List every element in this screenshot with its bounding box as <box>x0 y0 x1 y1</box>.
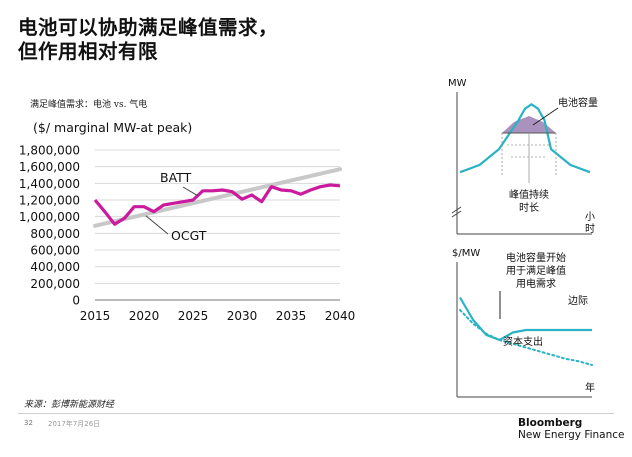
peak-duration-label: 峰值持续时长 <box>509 188 549 214</box>
x-tick-label: 2015 <box>80 309 111 323</box>
y-tick-label: 1,000,000 <box>19 210 80 224</box>
main-y-tick-labels: 1,800,000 1,600,000 1,400,000 1,200,000 1,00… <box>19 144 80 308</box>
battery-start-label: 电池容量开始用于满足峰值用电需求 <box>506 251 566 290</box>
slide-title: 电池可以协助满足峰值需求， 但作用相对有限 <box>18 16 278 64</box>
title-line-1: 电池可以协助满足峰值需求， <box>18 16 279 39</box>
demand-x-axis-label: 小时 <box>585 211 595 235</box>
capacity-pointer <box>532 107 559 126</box>
main-gridlines <box>95 149 340 284</box>
x-tick-label: 2035 <box>276 309 307 323</box>
x-tick-label: 2025 <box>178 309 209 323</box>
x-tick-label: 2040 <box>325 309 356 323</box>
demand-curve <box>459 103 591 174</box>
start-label-line: 用电需求 <box>516 277 556 290</box>
brand-line-1: Bloomberg <box>518 417 583 429</box>
chart-subtitle: 满足峰值需求：电池 vs. 气电 <box>30 100 148 110</box>
capex-curve <box>459 309 593 366</box>
y-tick-label: 400,000 <box>30 260 80 274</box>
x-tick-label: 2020 <box>129 309 160 323</box>
start-label-line: 用于满足峰值 <box>506 264 566 277</box>
footer-divider <box>18 413 614 414</box>
title-line-2: 但作用相对有限 <box>18 40 159 63</box>
peak-demand-schematic: MW 电池容量 峰值持续时长 小时 <box>448 78 598 235</box>
y-tick-label: 1,200,000 <box>19 194 80 208</box>
duration-label-line: 峰值持续 <box>509 188 549 201</box>
capex-label: 资本支出 <box>503 335 543 348</box>
battery-capacity-area <box>502 116 556 133</box>
x-tick-label: 2030 <box>227 309 258 323</box>
start-label-line: 电池容量开始 <box>506 251 566 264</box>
ocgt-legend-label: OCGT <box>171 228 207 243</box>
ocgt-series-line <box>93 167 342 228</box>
batt-legend-label: BATT <box>160 170 192 185</box>
y-tick-label: 200,000 <box>30 277 80 291</box>
batt-label-leader <box>182 186 199 197</box>
y-tick-label: 1,400,000 <box>19 177 80 191</box>
cost-schematic: $/MW 电池容量开始用于满足峰值用电需求 边际 资本支出 年 <box>452 248 595 398</box>
cost-x-axis-label: 年 <box>585 381 595 394</box>
y-tick-label: 600,000 <box>30 244 80 258</box>
axis-break-mark-2 <box>451 210 462 218</box>
brand-line-2: New Energy Finance <box>518 429 625 441</box>
main-line-chart: 1,800,000 1,600,000 1,400,000 1,200,000 1,00… <box>19 144 355 324</box>
y-tick-label: 0 <box>72 294 80 308</box>
y-axis-unit-label: ($/ marginal MW-at peak) <box>33 120 193 135</box>
marginal-label: 边际 <box>568 295 588 307</box>
batt-series-line <box>93 183 341 226</box>
page-number: 32 <box>24 419 33 427</box>
axis-break-mark-1 <box>451 206 462 214</box>
demand-y-axis-label: MW <box>448 78 467 89</box>
cost-y-axis-label: $/MW <box>452 248 480 259</box>
ocgt-label-leader <box>145 215 169 235</box>
duration-label-line: 时长 <box>519 202 539 214</box>
source-note: 来源：彭博新能源财经 <box>24 400 115 410</box>
y-tick-label: 800,000 <box>30 227 80 241</box>
footer-date: 2017年7月26日 <box>48 420 101 428</box>
y-tick-label: 1,600,000 <box>19 160 80 174</box>
hour-label-char: 小 <box>585 211 595 223</box>
hour-label-char: 时 <box>585 223 595 235</box>
brand-logo: Bloomberg New Energy Finance <box>518 417 625 441</box>
battery-capacity-label: 电池容量 <box>558 96 598 109</box>
y-tick-label: 1,800,000 <box>19 144 80 158</box>
main-x-tick-labels: 2015 2020 2025 2030 2035 2040 <box>80 309 356 323</box>
